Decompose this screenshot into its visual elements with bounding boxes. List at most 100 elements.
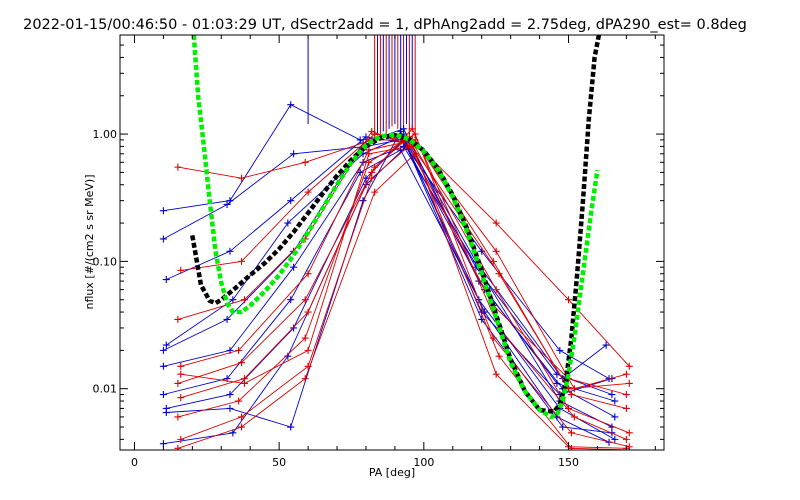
data-point (602, 341, 610, 349)
data-point (235, 397, 243, 405)
plot-frame (119, 34, 665, 451)
data-point (229, 429, 237, 437)
series-line-1 (163, 139, 610, 379)
data-point (368, 127, 376, 135)
series-group (159, 35, 633, 450)
data-point (159, 235, 167, 243)
data-point (235, 346, 243, 354)
x-tick-label: 150 (558, 456, 579, 469)
axis-layer: 0 50 100 150 0.01 0.10 1.00 (93, 34, 664, 469)
data-point (304, 346, 312, 354)
data-point (625, 446, 633, 450)
data-point (565, 296, 573, 304)
data-point (159, 391, 167, 399)
series-line-5 (163, 149, 616, 440)
x-tick-label: 50 (272, 456, 286, 469)
data-point (611, 413, 619, 421)
data-point (238, 257, 246, 265)
data-point (408, 125, 416, 133)
data-point (287, 101, 295, 109)
data-point (240, 296, 248, 304)
x-tick-label: 100 (413, 456, 434, 469)
data-point (622, 391, 630, 399)
data-point (240, 379, 248, 387)
data-point (162, 409, 170, 417)
series-line-14 (177, 136, 630, 434)
data-point (365, 150, 373, 158)
data-point (492, 247, 500, 255)
x-axis-label: PA [deg] (369, 466, 415, 479)
data-point (162, 341, 170, 349)
data-point (611, 397, 619, 405)
y-tick-label: 0.10 (93, 255, 118, 268)
fit-curve-21 (191, 35, 600, 420)
data-point (492, 370, 500, 378)
series-line-3 (166, 136, 616, 418)
data-point (174, 444, 182, 450)
data-point (238, 423, 246, 431)
x-tick-label: 0 (131, 456, 138, 469)
data-point (622, 370, 630, 378)
series-line-6 (166, 139, 610, 443)
data-point (622, 435, 630, 443)
data-point (625, 429, 633, 437)
data-point (371, 188, 379, 196)
data-point (301, 334, 309, 342)
data-point (411, 130, 419, 138)
data-point (625, 379, 633, 387)
chart-title: 2022-01-15/00:46:50 - 01:03:29 UT, dSect… (23, 17, 747, 33)
data-point (159, 362, 167, 370)
data-point (177, 266, 185, 274)
series-line-18 (177, 153, 630, 450)
data-point (565, 404, 573, 412)
data-point (492, 286, 500, 294)
series-line-4 (163, 145, 613, 428)
data-point (495, 352, 503, 360)
data-point (304, 308, 312, 316)
data-point (608, 391, 616, 399)
data-point (177, 394, 185, 402)
data-point (556, 346, 564, 354)
data-point (177, 370, 185, 378)
data-point (304, 270, 312, 278)
data-point (567, 444, 575, 450)
data-point (570, 413, 578, 421)
data-point (174, 413, 182, 421)
data-point (226, 391, 234, 399)
y-axis-label: nflux [#/(cm2 s sr MeV)] (83, 175, 96, 310)
data-point (159, 346, 167, 354)
data-point (223, 200, 231, 208)
data-point (177, 362, 185, 370)
data-point (553, 379, 561, 387)
data-point (301, 158, 309, 166)
series-line-10 (177, 139, 630, 367)
series-line-17 (180, 142, 627, 449)
data-point (177, 435, 185, 443)
series-layer (159, 35, 633, 450)
y-tick-label: 0.01 (93, 383, 118, 396)
series-line-16 (177, 133, 630, 448)
data-point (159, 207, 167, 215)
series-line-9 (163, 128, 615, 402)
y-tick-label: 1.00 (93, 128, 118, 141)
data-point (287, 296, 295, 304)
data-point (301, 375, 309, 383)
data-point (405, 142, 413, 150)
data-point (368, 174, 376, 182)
data-point (559, 423, 567, 431)
series-line-8 (166, 130, 613, 428)
data-point (287, 423, 295, 431)
series-line-11 (180, 133, 627, 390)
series-line-0 (163, 104, 607, 380)
data-point (174, 379, 182, 387)
data-point (567, 429, 575, 437)
data-point (174, 315, 182, 323)
series-line-19 (180, 145, 627, 395)
data-point (290, 150, 298, 158)
data-point (229, 296, 237, 304)
data-point (226, 404, 234, 412)
data-point (226, 247, 234, 255)
data-point (238, 359, 246, 367)
data-point (622, 404, 630, 412)
